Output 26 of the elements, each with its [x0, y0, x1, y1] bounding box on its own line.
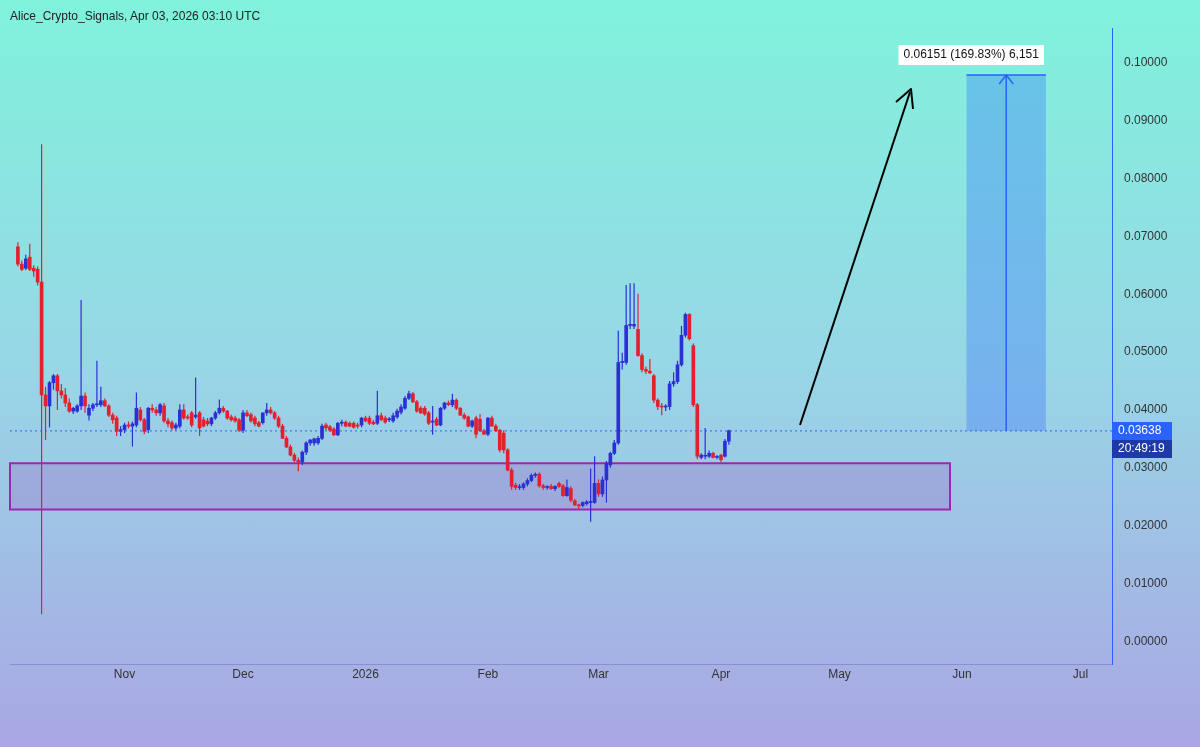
y-tick-label: 0.04000	[1124, 402, 1168, 417]
y-tick-label: 0.00000	[1124, 633, 1168, 648]
x-tick-label: Nov	[113, 667, 136, 682]
x-tick-label: Mar	[588, 667, 609, 682]
y-tick-label: 0.10000	[1124, 55, 1168, 70]
candlestick	[87, 404, 91, 421]
chart-title: Alice_Crypto_Signals, Apr 03, 2026 03:10 UTC	[10, 9, 261, 23]
y-tick-label: 0.07000	[1124, 228, 1168, 243]
y-tick-label: 0.08000	[1124, 170, 1168, 185]
x-tick-label: Jun	[952, 667, 972, 682]
x-tick-label: Feb	[477, 667, 499, 682]
text: 20:49:19	[1118, 441, 1166, 456]
y-tick-label: 0.01000	[1124, 575, 1168, 590]
ref-line-label: 0.03638	[1118, 423, 1162, 438]
x-tick-label: Apr	[711, 667, 731, 682]
y-tick-label: 0.03000	[1124, 460, 1168, 475]
y-tick-label: 0.09000	[1124, 112, 1168, 127]
x-tick-label: Jul	[1072, 667, 1089, 682]
x-tick-label: 2026	[352, 667, 380, 682]
x-tick-label: May	[828, 667, 851, 682]
band-label: 0.06151 (169.83%) 6,151	[903, 47, 1040, 62]
y-tick-label: 0.05000	[1124, 344, 1168, 359]
y-tick-label: 0.06000	[1124, 286, 1168, 301]
y-tick-label: 0.02000	[1124, 518, 1168, 533]
x-tick-label: Dec	[232, 667, 254, 682]
candlestick	[79, 300, 83, 410]
